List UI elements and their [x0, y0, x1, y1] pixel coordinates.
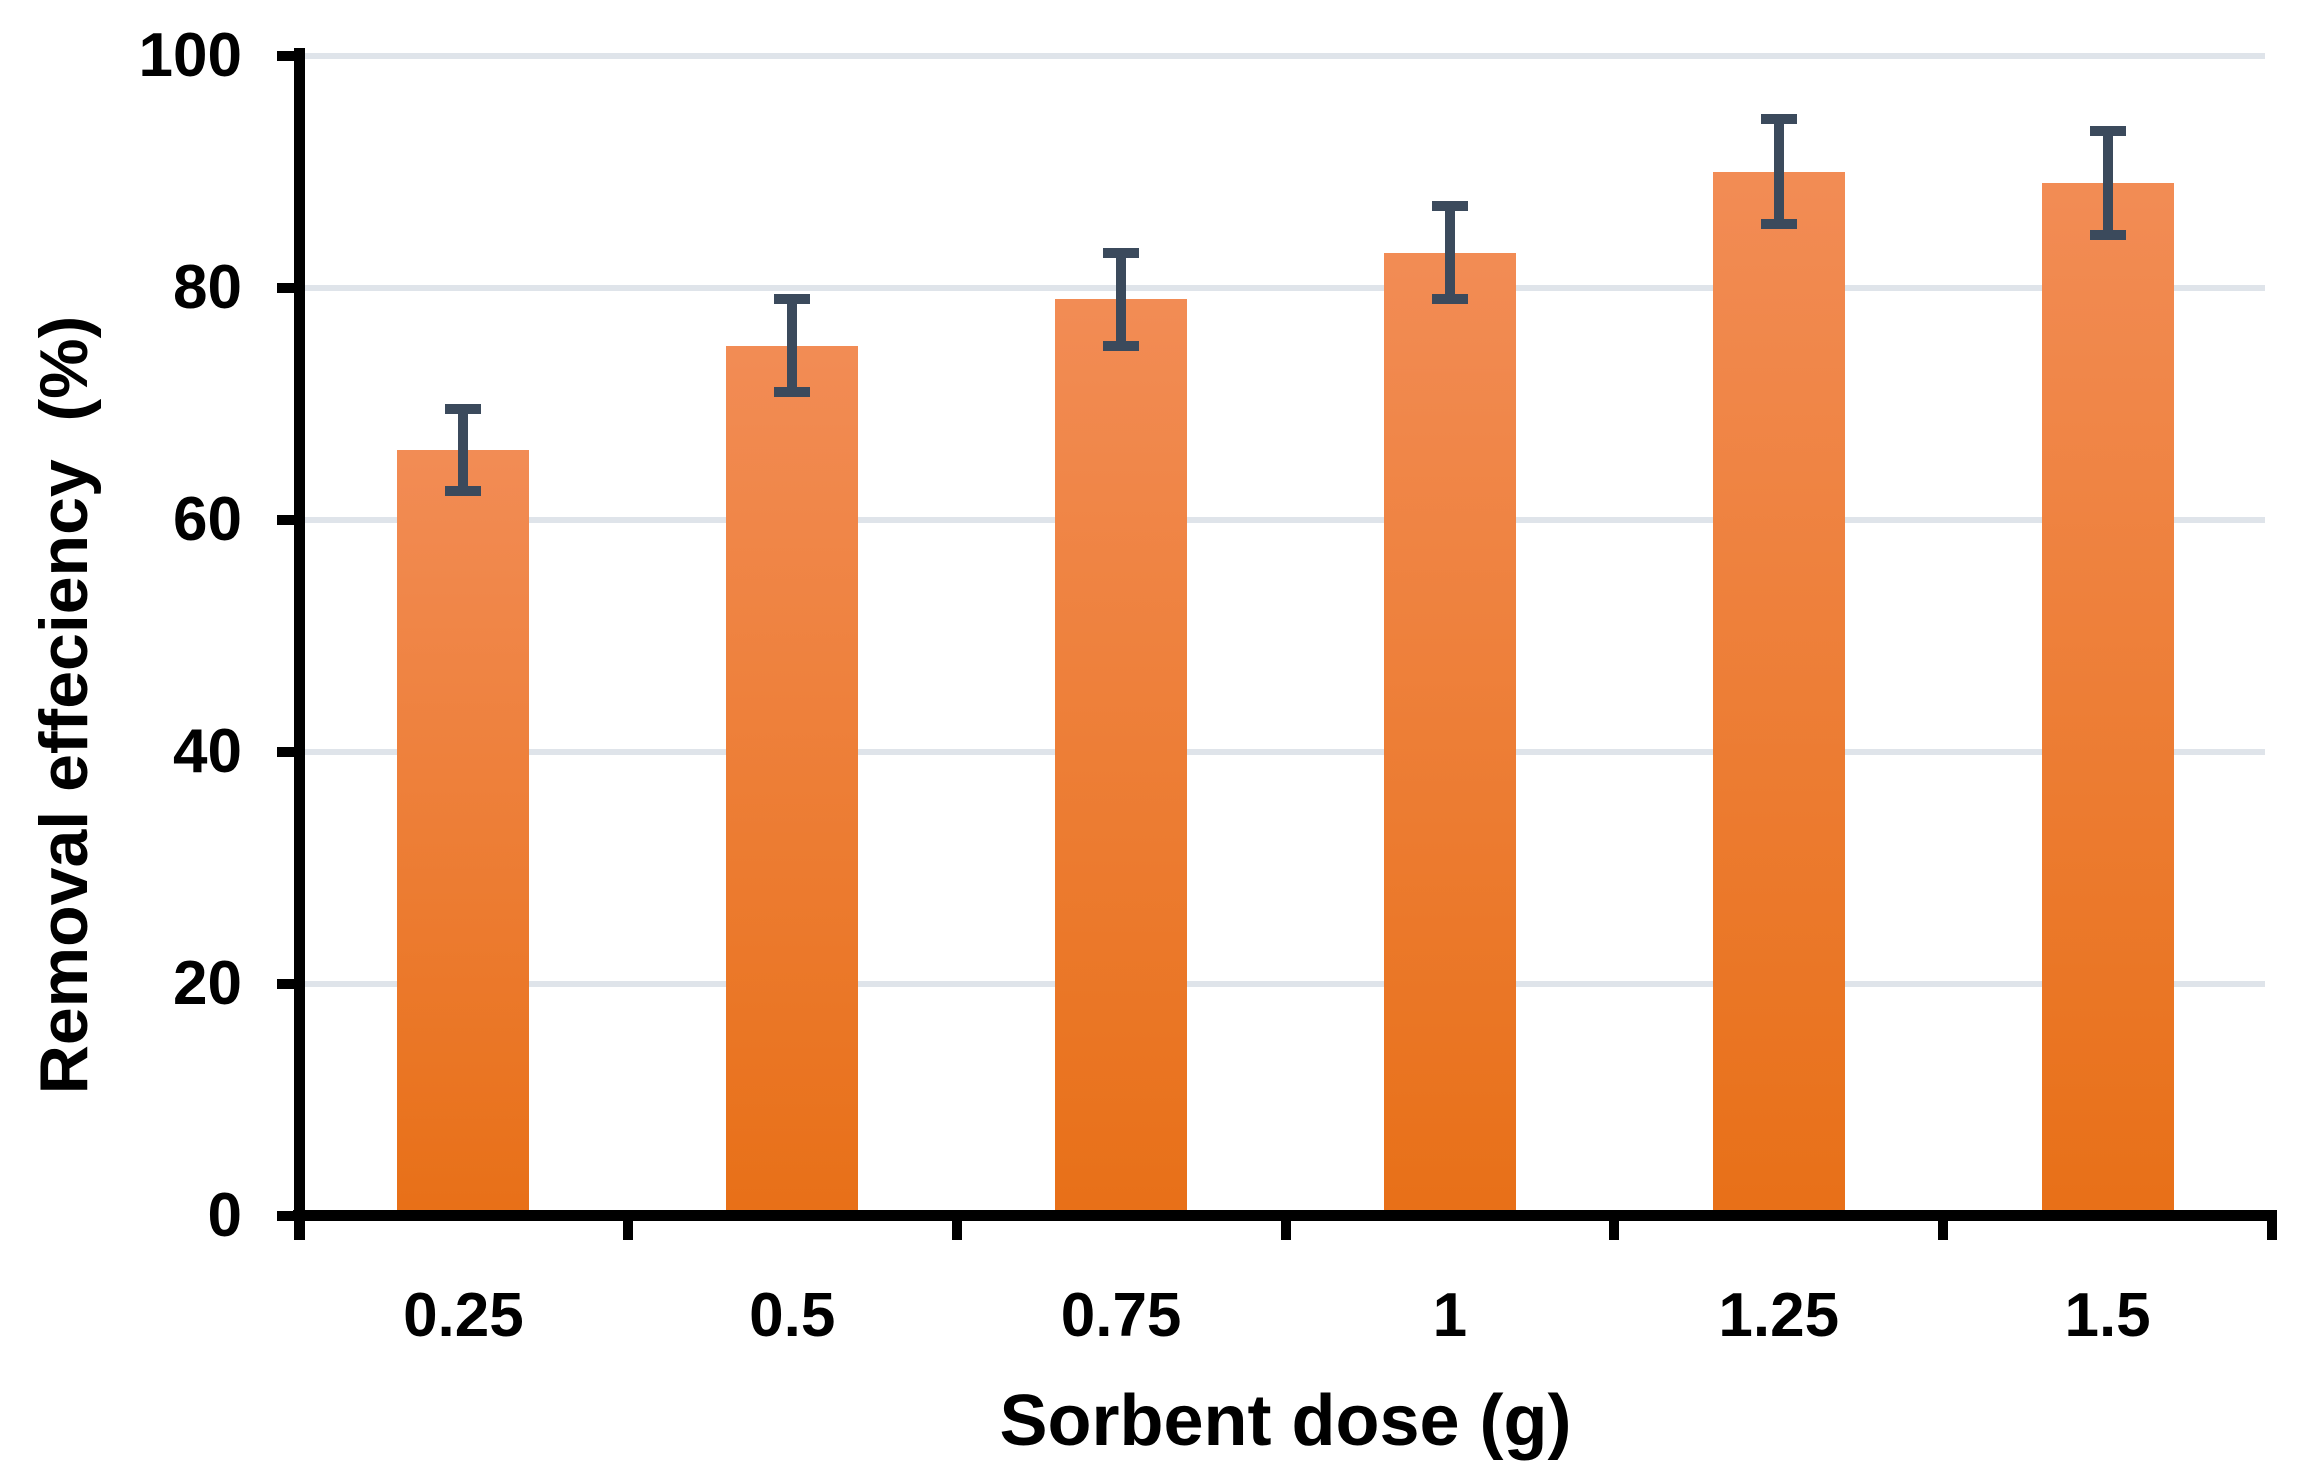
x-tick-label: 0.75: [1060, 1281, 1182, 1350]
bar: [397, 450, 530, 1210]
error-bar-cap: [1431, 201, 1468, 212]
x-axis-tick: [1280, 1221, 1291, 1240]
x-axis-tick: [951, 1221, 962, 1240]
bar: [1055, 299, 1188, 1210]
error-bar-cap: [2089, 125, 2126, 136]
gridline: [304, 52, 2265, 59]
bar: [726, 345, 859, 1210]
error-bar-cap: [774, 294, 811, 305]
y-tick-label: 40: [173, 716, 242, 786]
bar: [2041, 183, 2174, 1210]
y-axis-tick: [276, 514, 294, 525]
x-tick-label: 0.5: [749, 1281, 836, 1350]
x-axis-tick: [294, 1221, 304, 1240]
error-bar-cap: [774, 387, 811, 398]
y-tick-label: 0: [207, 1181, 242, 1250]
gridline: [304, 980, 2265, 987]
x-axis-title: Sorbent dose (g): [999, 1381, 1572, 1461]
x-tick-label: 1.5: [2064, 1281, 2151, 1350]
x-axis-tick: [2267, 1221, 2277, 1240]
y-tick-label: 80: [173, 252, 242, 322]
gridline: [304, 516, 2265, 523]
error-bar-cap: [1103, 247, 1140, 258]
error-bar-cap: [445, 404, 482, 415]
x-axis-line: [293, 1210, 2277, 1221]
bar: [1712, 171, 1845, 1210]
error-bar-cap: [1103, 340, 1140, 351]
y-axis-tick: [276, 746, 294, 757]
x-tick-label: 1.25: [1718, 1281, 1840, 1350]
error-bar-line: [787, 299, 798, 393]
y-axis-tick: [276, 1211, 294, 1221]
y-axis-tick: [276, 978, 294, 989]
gridline: [304, 284, 2265, 291]
y-axis-line: [293, 48, 305, 1240]
x-tick-label: 0.25: [403, 1281, 524, 1350]
x-axis-tick: [622, 1221, 633, 1240]
x-axis-tick: [1609, 1221, 1620, 1240]
y-tick-label: 100: [138, 20, 242, 90]
error-bar-cap: [445, 485, 482, 496]
x-axis-tick: [1938, 1221, 1949, 1240]
error-bar-line: [458, 409, 469, 491]
error-bar-cap: [1760, 114, 1797, 125]
y-tick-label: 20: [173, 948, 242, 1018]
gridline: [304, 748, 2265, 755]
error-bar-line: [2102, 130, 2113, 236]
y-axis-tick: [276, 282, 294, 293]
error-bar-line: [1116, 252, 1127, 346]
y-axis-tick: [276, 50, 294, 61]
error-bar-cap: [2089, 230, 2126, 241]
x-tick-label: 1: [1432, 1281, 1468, 1350]
error-bar-cap: [1760, 218, 1797, 229]
bar: [1383, 252, 1516, 1210]
error-bar-cap: [1431, 294, 1468, 305]
error-bar-line: [1444, 206, 1455, 300]
y-tick-label: 60: [173, 484, 242, 554]
error-bar-line: [1773, 119, 1784, 224]
